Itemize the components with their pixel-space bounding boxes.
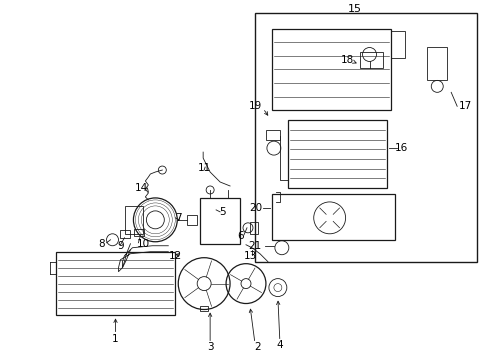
Bar [360,53,384,68]
Text: 13: 13 [244,251,257,261]
Bar [200,306,208,311]
Text: 17: 17 [459,101,472,111]
Text: 6: 6 [237,231,244,241]
Text: 18: 18 [341,55,354,66]
Bar [250,222,258,234]
Text: 21: 21 [249,241,262,251]
Bar [427,46,447,80]
Bar [121,230,130,238]
Text: 2: 2 [255,342,261,352]
Text: 19: 19 [249,101,262,111]
Text: 3: 3 [207,342,214,352]
Text: 14: 14 [135,183,148,193]
Text: 9: 9 [117,241,124,251]
Text: 5: 5 [219,207,225,217]
Bar [392,31,405,58]
Text: 10: 10 [136,239,149,249]
Bar [187,215,197,225]
Bar [134,229,145,236]
Text: 20: 20 [249,203,262,213]
Text: 11: 11 [197,163,211,173]
Text: 7: 7 [175,213,182,223]
Text: 1: 1 [112,334,119,345]
Bar [56,252,175,315]
Text: 8: 8 [98,239,104,249]
Bar [272,194,395,240]
Text: 12: 12 [169,251,182,261]
Bar [125,206,144,234]
Text: 15: 15 [347,4,362,14]
Text: 4: 4 [276,340,283,350]
Bar [272,28,392,110]
Bar [200,198,240,244]
Bar [288,120,388,188]
Text: 16: 16 [395,143,408,153]
Bar [255,13,477,262]
Bar [266,130,280,140]
